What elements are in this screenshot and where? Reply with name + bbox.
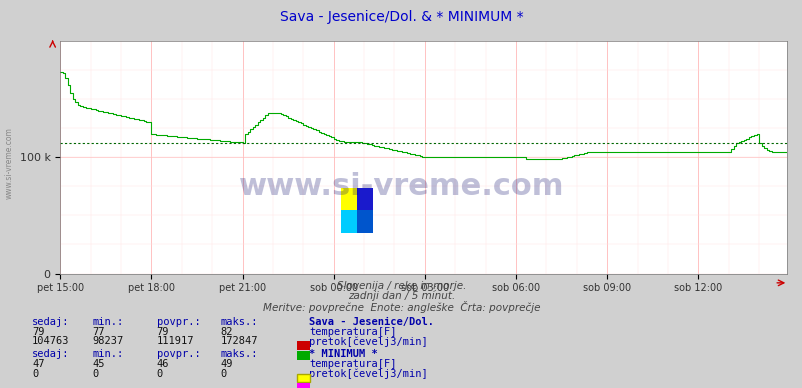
- Text: 46: 46: [156, 359, 169, 369]
- Text: 49: 49: [221, 359, 233, 369]
- Text: Sava - Jesenice/Dol.: Sava - Jesenice/Dol.: [309, 317, 434, 327]
- Text: 0: 0: [32, 369, 38, 379]
- Text: 104763: 104763: [32, 336, 70, 346]
- Text: sedaj:: sedaj:: [32, 317, 70, 327]
- Text: 77: 77: [92, 327, 105, 337]
- Text: temperatura[F]: temperatura[F]: [309, 327, 396, 337]
- Text: min.:: min.:: [92, 349, 124, 359]
- Text: maks.:: maks.:: [221, 349, 258, 359]
- Text: temperatura[F]: temperatura[F]: [309, 359, 396, 369]
- Text: 79: 79: [32, 327, 45, 337]
- Text: 111917: 111917: [156, 336, 194, 346]
- Text: 0: 0: [156, 369, 163, 379]
- Text: 0: 0: [221, 369, 227, 379]
- Bar: [341, 210, 357, 233]
- Text: Slovenija / reke in morje.: Slovenija / reke in morje.: [336, 281, 466, 291]
- Text: 47: 47: [32, 359, 45, 369]
- Text: 0: 0: [92, 369, 99, 379]
- Text: * MINIMUM *: * MINIMUM *: [309, 349, 378, 359]
- Text: 98237: 98237: [92, 336, 124, 346]
- Text: sedaj:: sedaj:: [32, 349, 70, 359]
- Text: zadnji dan / 5 minut.: zadnji dan / 5 minut.: [347, 291, 455, 301]
- Text: 79: 79: [156, 327, 169, 337]
- Text: min.:: min.:: [92, 317, 124, 327]
- Text: povpr.:: povpr.:: [156, 349, 200, 359]
- Text: Sava - Jesenice/Dol. & * MINIMUM *: Sava - Jesenice/Dol. & * MINIMUM *: [279, 10, 523, 24]
- Text: pretok[čevelj3/min]: pretok[čevelj3/min]: [309, 336, 427, 347]
- Text: pretok[čevelj3/min]: pretok[čevelj3/min]: [309, 369, 427, 379]
- Text: 82: 82: [221, 327, 233, 337]
- Text: www.si-vreme.com: www.si-vreme.com: [238, 172, 564, 201]
- Text: Meritve: povprečne  Enote: angleške  Črta: povprečje: Meritve: povprečne Enote: angleške Črta:…: [262, 301, 540, 313]
- Bar: [341, 188, 357, 210]
- Bar: [357, 210, 373, 233]
- Text: povpr.:: povpr.:: [156, 317, 200, 327]
- Text: www.si-vreme.com: www.si-vreme.com: [5, 127, 14, 199]
- Text: 172847: 172847: [221, 336, 258, 346]
- Bar: [357, 188, 373, 210]
- Text: maks.:: maks.:: [221, 317, 258, 327]
- Text: 45: 45: [92, 359, 105, 369]
